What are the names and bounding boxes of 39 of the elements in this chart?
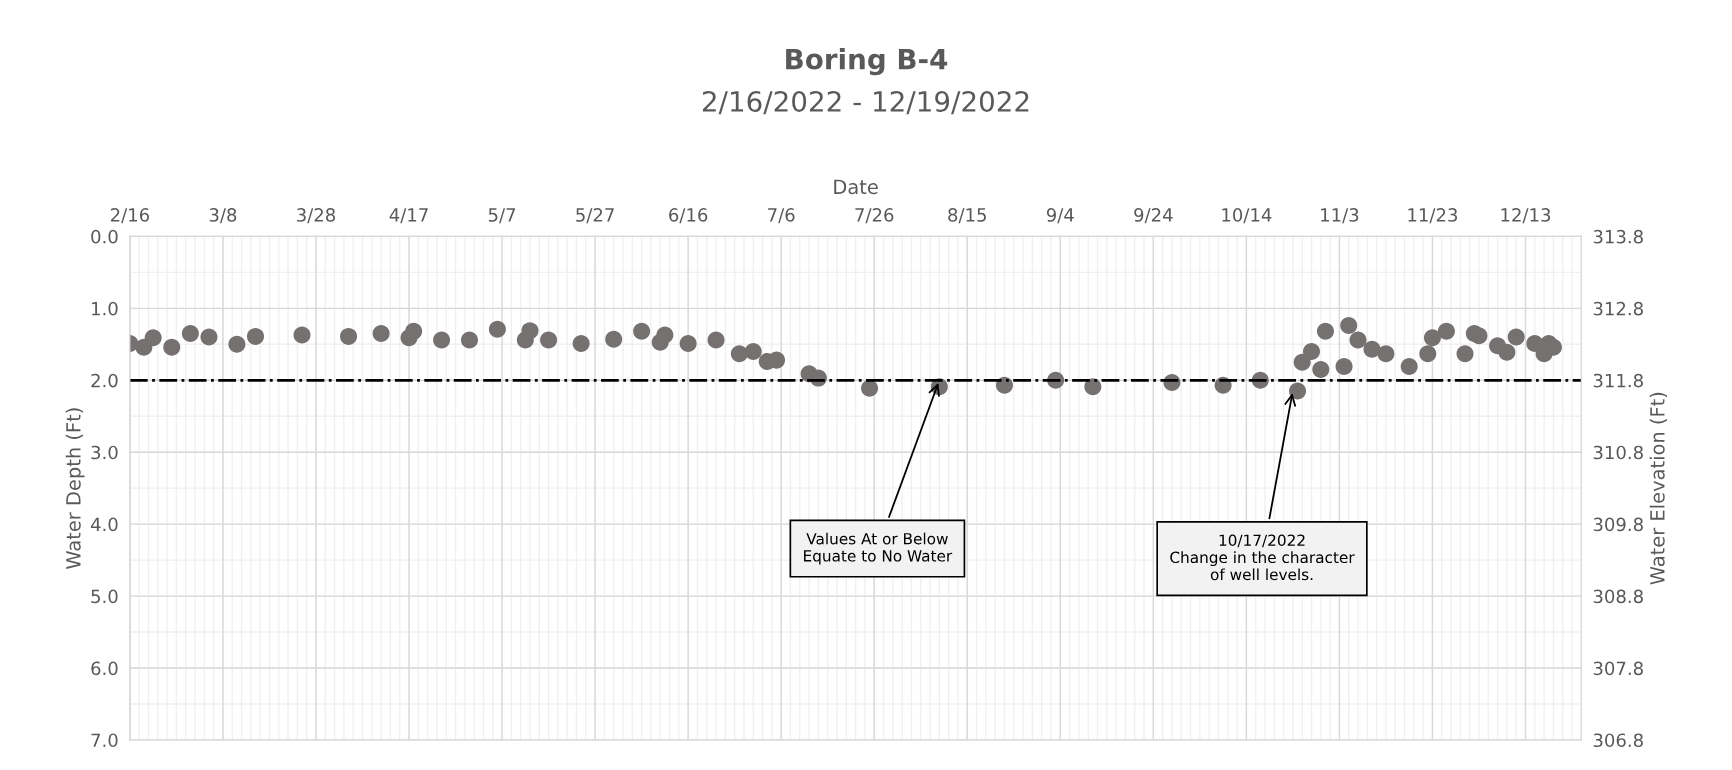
chart-subtitle: 2/16/2022 - 12/19/2022 — [702, 91, 1029, 115]
annotation: 10/17/2022 Change in the character of well levels. — [1170, 534, 1355, 581]
y-tick-label: 1.0 — [92, 301, 118, 316]
x-tick-label: 4/17 — [389, 208, 428, 224]
y-tick-label: 5.0 — [91, 589, 118, 604]
x-tick-label: 3/8 — [209, 208, 237, 224]
y-tick-label: 4.0 — [90, 517, 118, 532]
x-tick-label: 11/3 — [1321, 208, 1359, 224]
y2-tick-label: 308.8 — [1593, 589, 1643, 604]
x-tick-label: 5/7 — [488, 208, 516, 224]
x-tick-label: 8/15 — [948, 208, 986, 224]
x-tick-label: 12/13 — [1501, 208, 1551, 224]
y2-axis-title: Water Elevation (Ft) — [1649, 392, 1668, 585]
y-tick-label: 0.0 — [91, 229, 118, 244]
x-tick-label: 6/16 — [669, 208, 708, 224]
y-tick-label: 2.0 — [91, 373, 118, 388]
x-tick-label: 7/26 — [855, 208, 894, 224]
y2-tick-label: 312.8 — [1593, 301, 1643, 316]
y-tick-label: 7.0 — [91, 733, 118, 748]
y-tick-label: 3.0 — [91, 445, 118, 460]
x-tick-label: 10/14 — [1222, 208, 1272, 224]
x-tick-label: 2/16 — [110, 208, 150, 224]
y2-tick-label: 313.8 — [1593, 229, 1643, 244]
y2-tick-label: 306.8 — [1593, 733, 1643, 748]
x-tick-label: 5/27 — [576, 208, 614, 224]
chart-title: Boring B-4 — [786, 48, 948, 76]
y2-tick-label: 310.8 — [1593, 445, 1643, 460]
y-axis-title: Water Depth (Ft) — [65, 408, 85, 570]
x-tick-label: 9/4 — [1046, 208, 1074, 224]
y-tick-label: 6.0 — [91, 661, 118, 676]
x-tick-label: 11/23 — [1408, 208, 1458, 224]
y2-tick-label: 309.8 — [1593, 517, 1643, 532]
x-tick-label: 3/28 — [297, 208, 336, 224]
x-tick-label: 9/24 — [1134, 208, 1173, 224]
annotation: Values At or Below Equate to No Water — [804, 532, 953, 565]
x-tick-label: 7/6 — [768, 208, 795, 224]
y2-tick-label: 311.8 — [1593, 373, 1643, 388]
x-axis-title: Date — [834, 179, 878, 195]
y2-tick-label: 307.8 — [1593, 661, 1643, 676]
